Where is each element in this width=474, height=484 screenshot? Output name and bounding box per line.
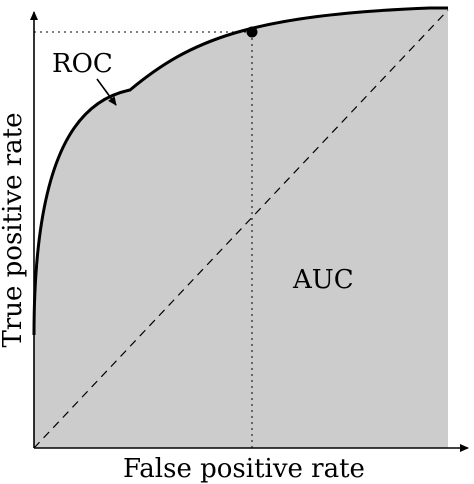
roc-label: ROC xyxy=(52,49,113,79)
auc-shaded-area xyxy=(34,8,448,448)
roc-label-arrow xyxy=(96,78,117,106)
y-axis-label: True positive rate xyxy=(0,113,28,348)
x-axis-label: False positive rate xyxy=(123,454,365,484)
chance-diagonal-line xyxy=(33,9,449,449)
operating-point-marker xyxy=(246,26,258,38)
roc-curve xyxy=(32,6,448,336)
auc-label: AUC xyxy=(292,265,354,295)
